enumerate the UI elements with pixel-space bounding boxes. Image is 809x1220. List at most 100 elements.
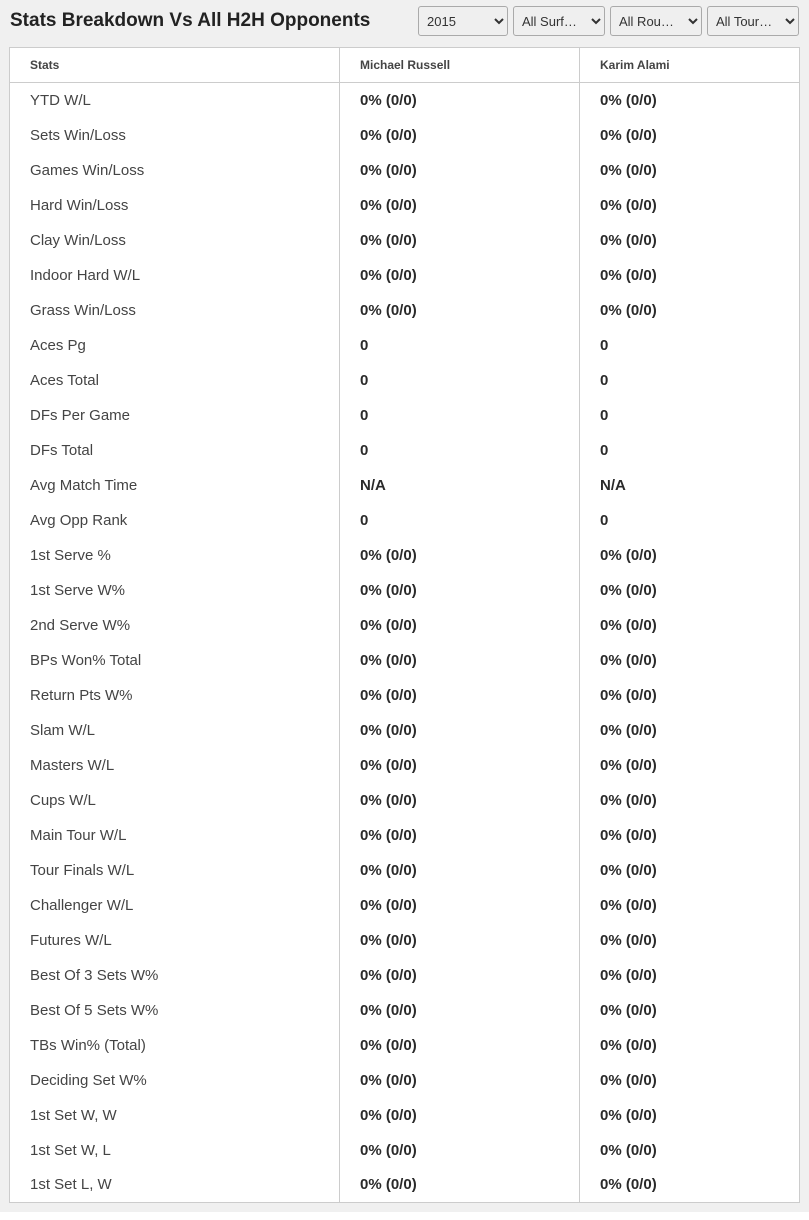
round-select[interactable]: All Rou… [610,6,702,36]
table-row: Main Tour W/L0% (0/0)0% (0/0) [10,818,800,853]
player1-value: 0% (0/0) [340,713,580,748]
stat-label: Hard Win/Loss [10,188,340,223]
player2-value: 0% (0/0) [580,923,800,958]
player1-value: 0% (0/0) [340,573,580,608]
header-bar: Stats Breakdown Vs All H2H Opponents 201… [0,0,809,42]
stat-label: Avg Opp Rank [10,503,340,538]
player1-value: 0% (0/0) [340,643,580,678]
table-row: Clay Win/Loss0% (0/0)0% (0/0) [10,223,800,258]
table-row: Games Win/Loss0% (0/0)0% (0/0) [10,153,800,188]
table-row: Deciding Set W%0% (0/0)0% (0/0) [10,1063,800,1098]
player2-value: 0 [580,503,800,538]
stat-label: Challenger W/L [10,888,340,923]
table-row: Avg Match TimeN/AN/A [10,468,800,503]
player2-value: 0% (0/0) [580,538,800,573]
table-row: Sets Win/Loss0% (0/0)0% (0/0) [10,118,800,153]
player2-value: 0% (0/0) [580,293,800,328]
tournament-select[interactable]: All Tour… [707,6,799,36]
player2-value: 0% (0/0) [580,853,800,888]
table-header-row: Stats Michael Russell Karim Alami [10,48,800,83]
stat-label: Tour Finals W/L [10,853,340,888]
player1-value: 0% (0/0) [340,188,580,223]
table-wrapper: Stats Michael Russell Karim Alami YTD W/… [0,42,809,1212]
table-row: Best Of 3 Sets W%0% (0/0)0% (0/0) [10,958,800,993]
player2-value: 0% (0/0) [580,783,800,818]
table-row: Slam W/L0% (0/0)0% (0/0) [10,713,800,748]
player1-value: 0% (0/0) [340,1028,580,1063]
stat-label: 1st Serve W% [10,573,340,608]
stat-label: Deciding Set W% [10,1063,340,1098]
player2-value: 0% (0/0) [580,748,800,783]
table-row: Aces Pg00 [10,328,800,363]
table-row: YTD W/L0% (0/0)0% (0/0) [10,83,800,118]
player1-value: 0% (0/0) [340,958,580,993]
table-row: BPs Won% Total0% (0/0)0% (0/0) [10,643,800,678]
player2-value: 0% (0/0) [580,713,800,748]
player1-value: 0% (0/0) [340,83,580,118]
stat-label: Games Win/Loss [10,153,340,188]
player1-value: 0% (0/0) [340,993,580,1028]
table-row: 1st Set L, W0% (0/0)0% (0/0) [10,1168,800,1203]
stat-label: BPs Won% Total [10,643,340,678]
stat-label: Slam W/L [10,713,340,748]
stat-label: Cups W/L [10,783,340,818]
player2-value: 0% (0/0) [580,188,800,223]
player1-value: 0% (0/0) [340,1133,580,1168]
player2-value: 0% (0/0) [580,643,800,678]
table-row: Cups W/L0% (0/0)0% (0/0) [10,783,800,818]
table-row: Return Pts W%0% (0/0)0% (0/0) [10,678,800,713]
stat-label: Return Pts W% [10,678,340,713]
player1-value: 0% (0/0) [340,1168,580,1203]
player2-value: 0% (0/0) [580,1028,800,1063]
player1-value: 0% (0/0) [340,258,580,293]
player1-value: 0% (0/0) [340,538,580,573]
stat-label: Futures W/L [10,923,340,958]
player1-value: 0% (0/0) [340,223,580,258]
stat-label: Masters W/L [10,748,340,783]
player2-value: 0% (0/0) [580,818,800,853]
surface-select[interactable]: All Surf… [513,6,605,36]
table-row: 1st Set W, L0% (0/0)0% (0/0) [10,1133,800,1168]
player1-value: 0% (0/0) [340,678,580,713]
stat-label: 1st Set W, W [10,1098,340,1133]
player2-value: 0% (0/0) [580,1098,800,1133]
player1-value: 0 [340,433,580,468]
stat-label: Aces Total [10,363,340,398]
stat-label: Best Of 3 Sets W% [10,958,340,993]
stat-label: Grass Win/Loss [10,293,340,328]
stat-label: Indoor Hard W/L [10,258,340,293]
table-row: 1st Set W, W0% (0/0)0% (0/0) [10,1098,800,1133]
player2-value: 0% (0/0) [580,118,800,153]
stat-label: 1st Set L, W [10,1168,340,1203]
year-select[interactable]: 2015 [418,6,508,36]
player1-value: 0 [340,363,580,398]
player1-value: 0% (0/0) [340,293,580,328]
player2-value: 0% (0/0) [580,888,800,923]
player1-value: 0% (0/0) [340,153,580,188]
player2-value: 0% (0/0) [580,678,800,713]
player1-value: 0 [340,503,580,538]
player1-value: N/A [340,468,580,503]
col-header-player1: Michael Russell [340,48,580,83]
player2-value: 0% (0/0) [580,958,800,993]
stat-label: TBs Win% (Total) [10,1028,340,1063]
table-row: Avg Opp Rank00 [10,503,800,538]
player1-value: 0% (0/0) [340,748,580,783]
table-row: Hard Win/Loss0% (0/0)0% (0/0) [10,188,800,223]
col-header-stats: Stats [10,48,340,83]
player1-value: 0 [340,328,580,363]
stats-table: Stats Michael Russell Karim Alami YTD W/… [9,47,800,1203]
table-row: DFs Total00 [10,433,800,468]
player1-value: 0% (0/0) [340,888,580,923]
page-title: Stats Breakdown Vs All H2H Opponents [10,10,370,32]
table-row: Futures W/L0% (0/0)0% (0/0) [10,923,800,958]
stat-label: Clay Win/Loss [10,223,340,258]
stat-label: DFs Total [10,433,340,468]
table-row: Aces Total00 [10,363,800,398]
player2-value: 0% (0/0) [580,258,800,293]
player2-value: N/A [580,468,800,503]
player2-value: 0 [580,363,800,398]
player2-value: 0% (0/0) [580,153,800,188]
player2-value: 0% (0/0) [580,608,800,643]
player1-value: 0% (0/0) [340,608,580,643]
